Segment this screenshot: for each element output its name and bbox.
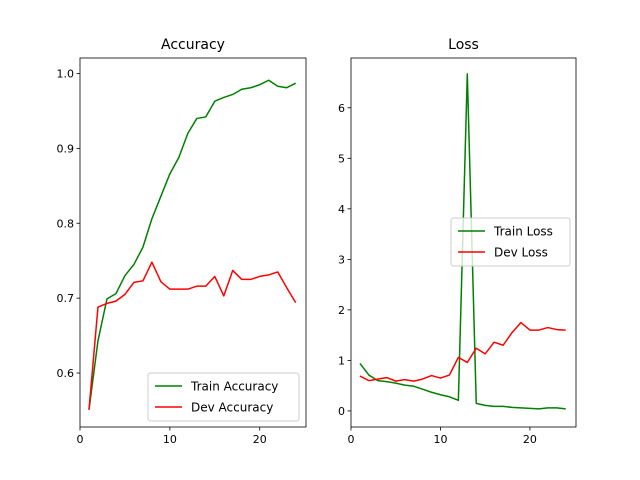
legend: Train Accuracy Dev Accuracy: [147, 372, 300, 422]
chart-title: Accuracy: [161, 37, 225, 53]
y-tick-label: 0.9: [57, 142, 75, 155]
legend-label: Train Accuracy: [190, 380, 278, 394]
axes-frame: [79, 57, 307, 428]
legend-label: Dev Accuracy: [191, 401, 273, 415]
y-tick-label: 4: [338, 203, 345, 216]
chart-title: Loss: [448, 37, 479, 53]
legend-box: [147, 372, 300, 422]
y-tick-label: 3: [338, 253, 345, 266]
y-tick-label: 2: [338, 304, 345, 317]
y-tick-label: 6: [338, 102, 345, 115]
x-tick-label: 10: [433, 433, 447, 446]
y-tick-label: 1.0: [57, 67, 75, 80]
y-tick-label: 1: [338, 354, 345, 367]
series-line-dev: [88, 261, 297, 410]
series-line-dev: [359, 321, 566, 382]
x-tick-label: 0: [77, 433, 84, 446]
x-tick-label: 20: [253, 433, 267, 446]
y-tick-label: 0.8: [57, 217, 75, 230]
legend-box: [450, 217, 571, 267]
y-tick-label: 0.7: [57, 292, 75, 305]
x-tick-label: 10: [163, 433, 177, 446]
x-tick-label: 0: [348, 433, 355, 446]
y-tick-label: 0.6: [57, 367, 75, 380]
legend-label: Dev Loss: [494, 246, 548, 260]
legend: Train Loss Dev Loss: [450, 217, 571, 267]
axes-frame: [350, 57, 577, 428]
x-tick-label: 20: [523, 433, 537, 446]
y-tick-label: 0: [338, 405, 345, 418]
accuracy-panel: 0 10 20 0.6 0.7 0.8 0.9 1.0 Accuracy Train Accura…: [57, 37, 307, 446]
loss-panel: 0 10 20 0 1 2 3 4 5 6 Loss Train Loss Dev Loss: [338, 37, 577, 446]
series-line-train: [88, 79, 297, 410]
y-tick-label: 5: [338, 152, 345, 165]
legend-label: Train Loss: [493, 225, 553, 239]
